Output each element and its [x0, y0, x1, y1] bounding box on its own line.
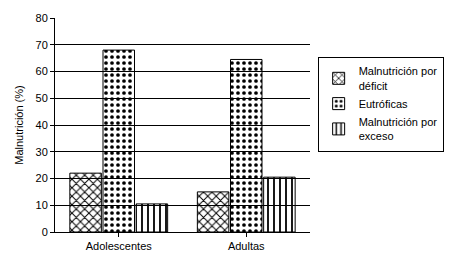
svg-text:Eutróficas: Eutróficas	[359, 98, 408, 110]
svg-text:Malnutrición porexceso: Malnutrición porexceso	[359, 116, 438, 142]
svg-text:Malnutrición pordéficit: Malnutrición pordéficit	[359, 65, 438, 91]
svg-text:20: 20	[36, 172, 48, 184]
svg-text:50: 50	[36, 92, 48, 104]
svg-text:Adultas: Adultas	[228, 240, 265, 252]
svg-text:70: 70	[36, 39, 48, 51]
svg-text:Adolescentes: Adolescentes	[86, 240, 153, 252]
svg-text:40: 40	[36, 119, 48, 131]
svg-text:80: 80	[36, 12, 48, 24]
svg-text:60: 60	[36, 65, 48, 77]
svg-text:30: 30	[36, 146, 48, 158]
svg-text:Malnutrición (%): Malnutrición (%)	[13, 85, 25, 164]
svg-text:0: 0	[42, 226, 48, 238]
svg-text:10: 10	[36, 199, 48, 211]
